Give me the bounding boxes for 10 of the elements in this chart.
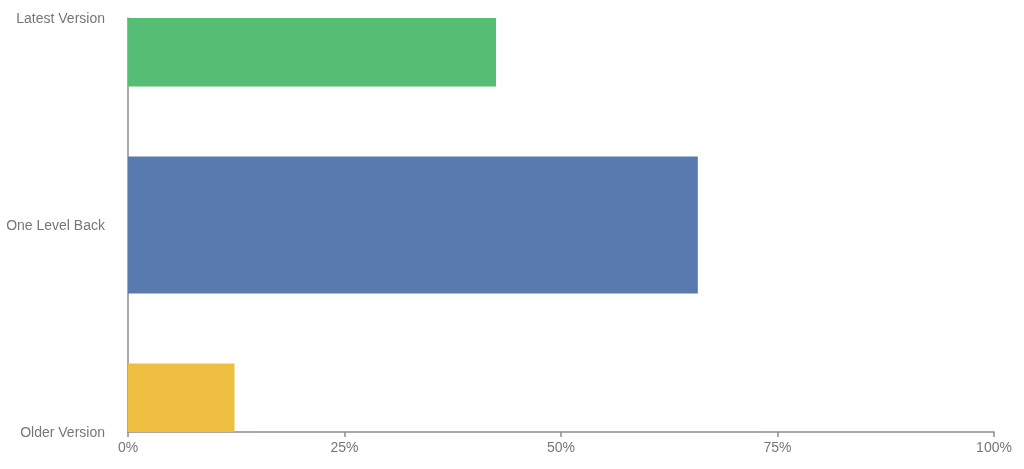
bar xyxy=(128,363,235,432)
bar xyxy=(128,18,497,87)
x-tick-label: 75% xyxy=(763,439,792,455)
x-tick-label: 25% xyxy=(330,439,359,455)
y-tick-label: Older Version xyxy=(20,424,105,440)
x-tick-label: 50% xyxy=(546,439,576,455)
x-tick-label: 0% xyxy=(117,439,139,455)
y-tick-label: Latest Version xyxy=(16,10,105,26)
x-tick-label: 100% xyxy=(976,439,1012,455)
y-tick-label: One Level Back xyxy=(6,217,106,233)
